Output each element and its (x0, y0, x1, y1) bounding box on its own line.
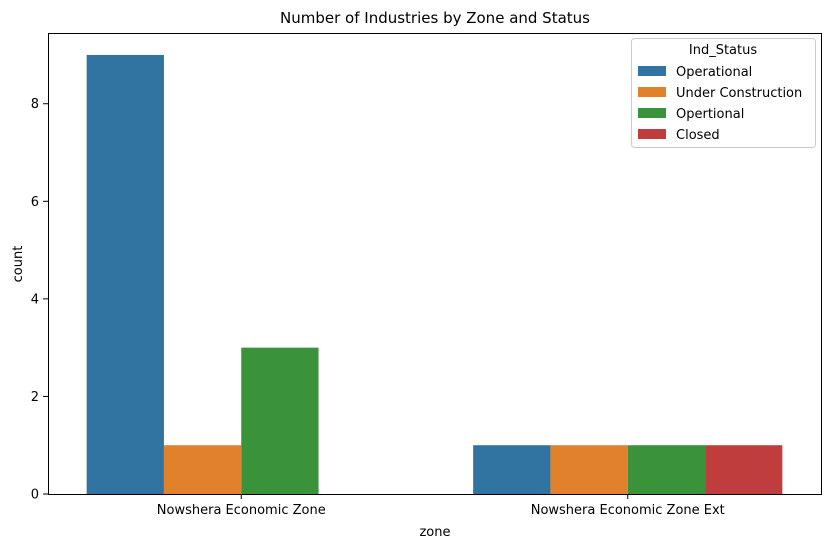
y-axis-label: count (11, 246, 26, 283)
legend-swatch (638, 66, 666, 76)
bars (86, 54, 783, 494)
bar-opertional-1 (241, 347, 319, 494)
legend-swatch (638, 108, 666, 118)
bar-opertional-2 (627, 445, 706, 494)
chart-title: Number of Industries by Zone and Status (280, 9, 590, 27)
legend-items: Operational Under Construction Opertional C… (638, 65, 802, 143)
y-tick-label: 0 (31, 488, 39, 503)
legend-swatch (638, 87, 666, 97)
plot-frame (48, 33, 822, 495)
y-tick-label: 4 (31, 292, 39, 307)
x-axis-label: zone (419, 525, 450, 540)
legend-label: Operational (676, 65, 752, 80)
x-axis-ticks: Nowshera Economic Zone Nowshera Economic … (157, 494, 725, 518)
bar-under-construction-1 (163, 445, 242, 494)
y-tick-label: 2 (31, 390, 39, 405)
y-axis-ticks: 0 2 4 6 8 (31, 97, 48, 503)
bar-operational-1 (86, 54, 164, 494)
legend: Ind_Status Operational Under Construction… (631, 38, 816, 148)
legend-label: Under Construction (676, 86, 802, 101)
bar-under-construction-2 (550, 445, 628, 494)
y-tick-label: 6 (31, 195, 39, 210)
bar-closed-2 (705, 445, 783, 494)
y-tick-label: 8 (31, 97, 39, 112)
legend-title: Ind_Status (689, 43, 757, 58)
legend-box (631, 38, 816, 148)
legend-label: Closed (676, 128, 720, 143)
bar-operational-2 (473, 445, 551, 494)
legend-swatch (638, 129, 666, 139)
x-tick-label: Nowshera Economic Zone Ext (531, 503, 725, 518)
legend-label: Opertional (676, 107, 744, 122)
x-tick-label: Nowshera Economic Zone (157, 503, 326, 518)
